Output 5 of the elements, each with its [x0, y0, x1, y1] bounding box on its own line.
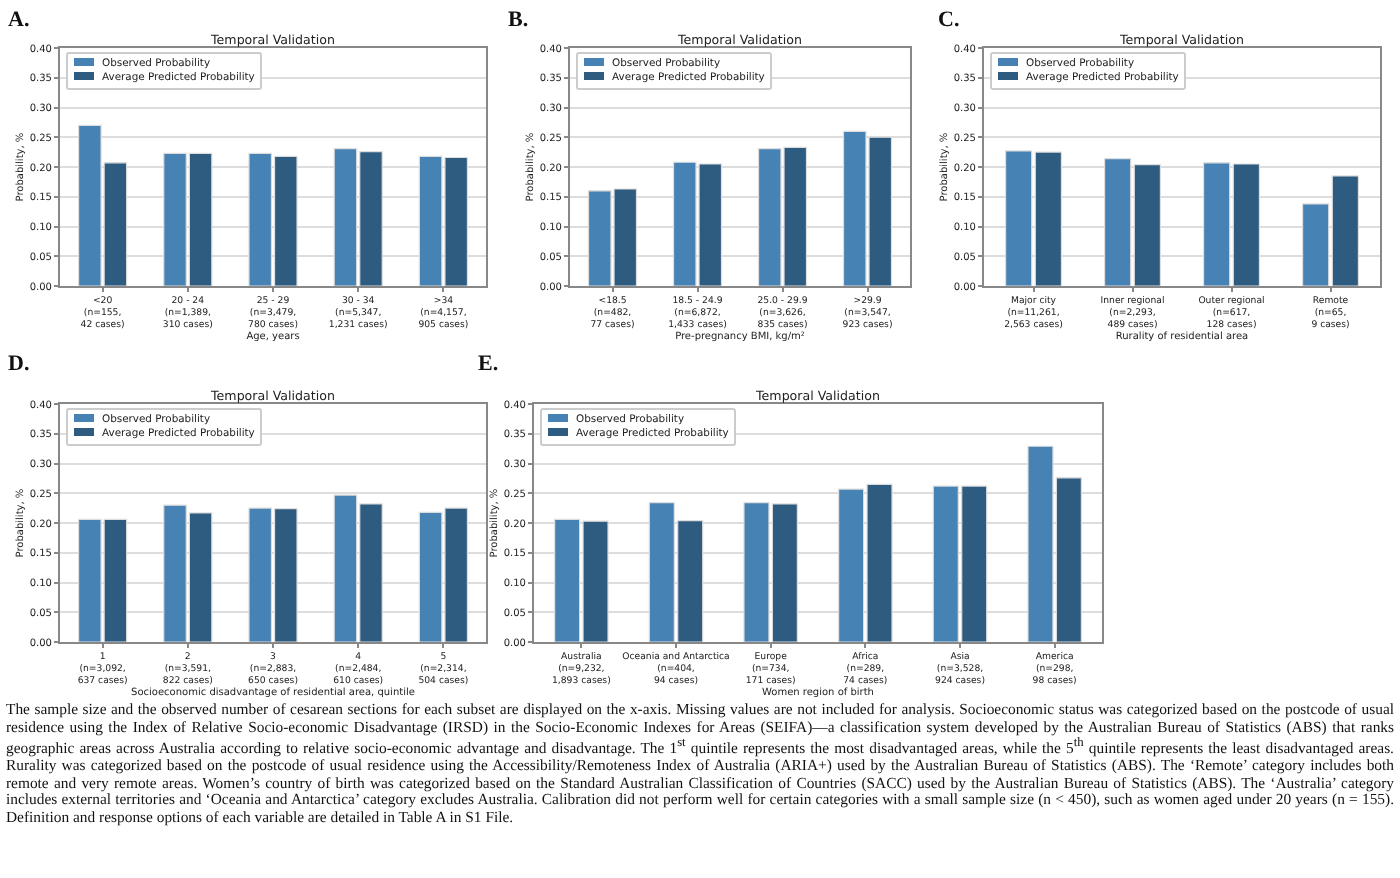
text: A.	[8, 8, 30, 32]
text: B.	[508, 8, 529, 32]
text: C.	[938, 8, 960, 32]
text: E.	[478, 352, 499, 376]
text: D.	[8, 352, 30, 376]
